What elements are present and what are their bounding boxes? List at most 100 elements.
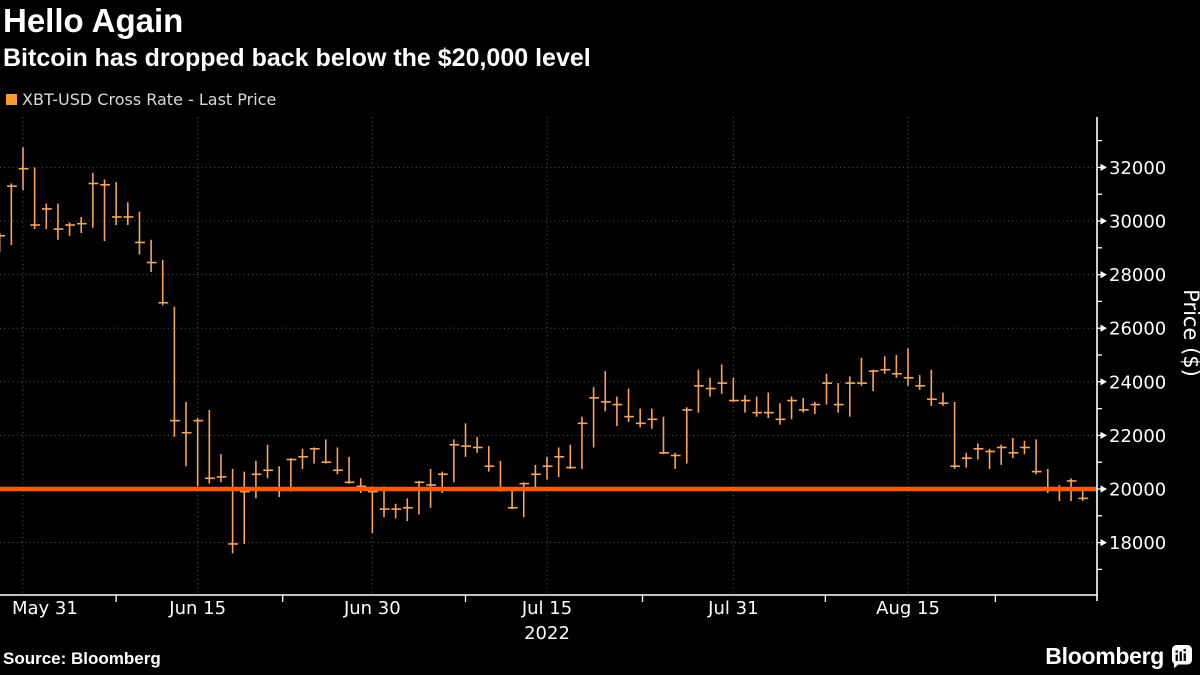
- chart-legend: XBT-USD Cross Rate - Last Price: [6, 90, 276, 109]
- price-bar: [880, 356, 891, 374]
- x-tick-label: Jul 15: [521, 598, 572, 619]
- y-tick-label: 18000: [1109, 533, 1166, 554]
- price-bar: [554, 447, 565, 477]
- price-bar: [274, 466, 285, 498]
- price-bar: [612, 396, 623, 427]
- price-bar: [1008, 438, 1019, 459]
- y-tick-label: 30000: [1109, 212, 1166, 233]
- price-bar: [868, 369, 879, 392]
- price-bar: [298, 448, 308, 469]
- price-bar: [30, 167, 41, 230]
- price-bar: [566, 444, 576, 469]
- chart-subtitle: Bitcoin has dropped back below the $20,0…: [3, 44, 591, 72]
- price-bar: [88, 172, 99, 228]
- price-bar: [18, 147, 29, 191]
- price-bar: [205, 409, 215, 484]
- price-bar: [193, 417, 204, 487]
- price-bar: [892, 355, 902, 378]
- x-tick-label: Aug 15: [876, 598, 940, 619]
- price-bar: [798, 397, 809, 413]
- price-bar: [589, 387, 600, 448]
- price-bar: [321, 439, 332, 464]
- price-bar: [729, 377, 739, 402]
- price-bar: [938, 392, 949, 406]
- price-bar: [181, 401, 192, 467]
- y-tick-label: 24000: [1109, 372, 1166, 393]
- y-tick-arrow-icon: [1100, 217, 1107, 225]
- bloomberg-wordmark: Bloomberg: [1045, 643, 1164, 669]
- x-tick-label: May 31: [12, 598, 78, 619]
- y-tick-arrow-icon: [1100, 485, 1107, 493]
- price-bar: [111, 182, 122, 226]
- price-bar: [216, 454, 227, 483]
- price-bar: [1031, 439, 1042, 475]
- bloomberg-logo: Bloomberg: [1045, 643, 1193, 670]
- price-bar: [775, 403, 786, 425]
- price-bar: [950, 401, 961, 469]
- price-bar: [100, 179, 111, 242]
- price-bar: [577, 416, 588, 469]
- y-tick-label: 20000: [1109, 480, 1166, 501]
- price-bar: [472, 436, 483, 453]
- price-bar: [0, 233, 6, 252]
- x-axis-year-label: 2022: [524, 623, 570, 644]
- price-bar: [379, 486, 390, 518]
- price-bar: [845, 376, 856, 417]
- price-bar: [333, 447, 343, 475]
- y-tick-label: 26000: [1109, 319, 1166, 340]
- bloomberg-chart-icon: [1172, 645, 1192, 669]
- price-bar: [752, 396, 763, 417]
- price-bar: [600, 371, 611, 412]
- price-bar: [659, 416, 669, 455]
- price-bar: [670, 452, 681, 469]
- price-bar: [694, 369, 704, 413]
- price-bar: [635, 408, 646, 428]
- price-bar: [833, 383, 844, 413]
- price-bar: [53, 203, 64, 240]
- y-tick-arrow-icon: [1100, 163, 1107, 171]
- price-bar: [915, 375, 926, 390]
- price-bar: [705, 377, 716, 397]
- legend-swatch-icon: [6, 94, 17, 105]
- price-bar: [286, 458, 297, 492]
- price-bar: [624, 388, 635, 422]
- y-tick-label: 32000: [1109, 158, 1166, 179]
- price-bar: [857, 357, 867, 386]
- price-bar: [344, 456, 355, 484]
- x-tick-label: Jun 15: [168, 598, 226, 619]
- price-bar: [251, 460, 262, 499]
- y-tick-arrow-icon: [1100, 271, 1107, 279]
- price-bar: [927, 369, 937, 406]
- price-bar: [170, 306, 180, 437]
- price-bar: [391, 503, 402, 519]
- x-tick-label: Jul 31: [707, 598, 758, 619]
- price-bar: [368, 486, 378, 534]
- chart-title: Hello Again: [3, 2, 184, 39]
- price-bar: [740, 395, 751, 413]
- price-bar: [239, 471, 250, 544]
- price-bar: [76, 216, 87, 234]
- y-axis-title: Price ($): [1179, 289, 1200, 377]
- price-bar: [402, 498, 413, 522]
- y-tick-label: 22000: [1109, 426, 1166, 447]
- price-bar: [717, 364, 728, 394]
- y-tick-arrow-icon: [1100, 431, 1107, 439]
- price-bar: [531, 464, 541, 491]
- price-bar: [763, 392, 774, 418]
- price-bar: [449, 439, 460, 483]
- price-bar: [135, 211, 145, 255]
- price-bar: [146, 239, 157, 272]
- price-bar: [996, 444, 1007, 465]
- price-bar: [461, 423, 472, 457]
- price-bar: [158, 259, 169, 306]
- price-bar: [123, 202, 134, 226]
- price-bar: [682, 407, 693, 464]
- price-bar: [484, 446, 495, 472]
- price-bar: [414, 480, 425, 515]
- price-bar: [822, 373, 833, 405]
- price-bar: [1020, 440, 1030, 455]
- price-bar: [228, 468, 239, 554]
- price-bar: [787, 396, 798, 420]
- price-bar: [903, 348, 914, 386]
